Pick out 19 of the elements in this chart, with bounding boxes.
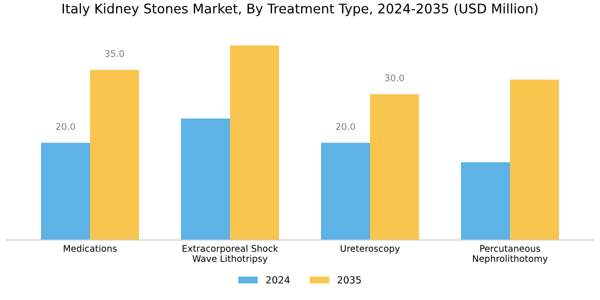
x-tick-label: Percutaneous Nephrolithotomy: [472, 245, 548, 264]
x-tick-label: Extracorporeal Shock Wave Lithotripsy: [182, 244, 278, 264]
data-label: 30.0: [385, 74, 404, 82]
data-label: 35.0: [105, 50, 124, 57]
bar: [41, 142, 90, 240]
legend-label: 2024: [266, 276, 290, 284]
data-label: 20.0: [56, 123, 75, 130]
bar: [370, 94, 419, 240]
bar: [230, 46, 279, 240]
bar: [321, 142, 370, 240]
chart-title: Italy Kidney Stones Market, By Treatment Type, 2024-2035 (USD Million): [62, 3, 538, 16]
legend-label: 2035: [338, 276, 361, 284]
x-tick-label: Ureteroscopy: [340, 245, 400, 254]
bar: [461, 162, 510, 240]
bar: [510, 80, 559, 240]
data-label: 20.0: [336, 123, 355, 130]
bar: [181, 118, 230, 240]
bar: [90, 70, 139, 240]
x-tick-label: Medications: [64, 244, 117, 252]
